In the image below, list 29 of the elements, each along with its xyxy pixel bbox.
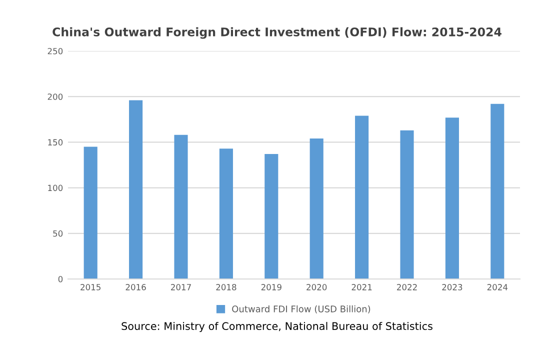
x-tick-label: 2020 — [306, 284, 327, 290]
y-tick-label: 200 — [48, 94, 63, 100]
bar — [129, 100, 143, 279]
x-tick-label: 2015 — [80, 284, 100, 290]
y-tick-label: 50 — [53, 230, 63, 237]
bar — [84, 146, 98, 279]
y-tick-label: 100 — [48, 184, 63, 192]
legend-label: Outward FDI Flow (USD Billion) — [232, 305, 370, 314]
x-tick-label: 2024 — [487, 284, 508, 290]
bar — [445, 118, 459, 279]
y-tick-label: 0 — [58, 276, 63, 282]
bar — [264, 154, 278, 279]
x-tick-label: 2023 — [442, 284, 462, 290]
bar — [355, 116, 369, 279]
y-tick-label: 150 — [48, 139, 63, 146]
bar — [490, 104, 504, 279]
x-tick-label: 2021 — [352, 284, 372, 290]
bar — [174, 134, 188, 279]
source-note: Source: Ministry of Commerce, National Bureau of Statistics — [122, 322, 432, 332]
x-tick-label: 2022 — [397, 284, 417, 290]
chart-title: China's Outward Foreign Direct Investment (OFDI) Flow: 2015-2024 — [52, 27, 502, 39]
x-tick-label: 2018 — [216, 284, 236, 290]
bar — [219, 148, 233, 279]
x-tick-label: 2017 — [171, 284, 191, 290]
y-tick-label: 250 — [48, 48, 63, 54]
bar — [400, 130, 414, 279]
x-tick-label: 2019 — [261, 284, 282, 290]
x-tick-label: 2016 — [126, 284, 146, 290]
bar — [310, 138, 324, 279]
